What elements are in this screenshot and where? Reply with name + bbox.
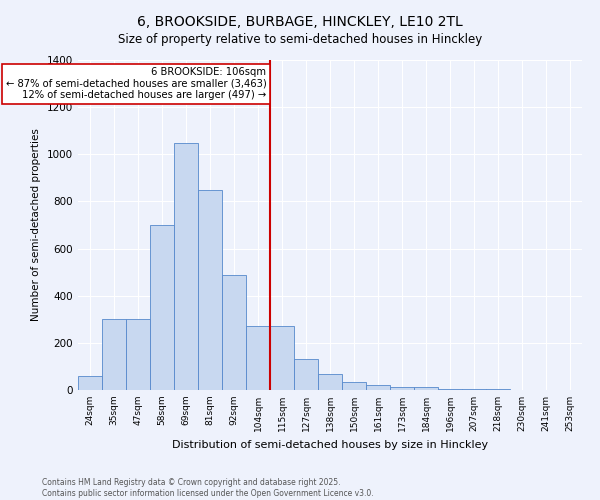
Bar (342, 382, 366, 390)
Bar (318, 374, 342, 390)
Bar (198, 190, 222, 390)
Text: Size of property relative to semi-detached houses in Hinckley: Size of property relative to semi-detach… (118, 32, 482, 46)
Bar (438, 389, 462, 390)
Bar (486, 389, 510, 390)
Bar (78, 376, 102, 390)
Bar (174, 142, 198, 390)
Bar (366, 386, 390, 390)
Text: 6 BROOKSIDE: 106sqm
← 87% of semi-detached houses are smaller (3,463)
12% of sem: 6 BROOKSIDE: 106sqm ← 87% of semi-detach… (5, 67, 266, 100)
Bar (270, 326, 294, 390)
Bar (414, 387, 438, 390)
Bar (150, 225, 174, 390)
Bar (102, 320, 126, 390)
Bar (462, 389, 486, 390)
Bar (246, 326, 270, 390)
Bar (126, 320, 150, 390)
Bar (390, 387, 414, 390)
Bar (222, 274, 246, 390)
Bar (294, 360, 318, 390)
Text: 6, BROOKSIDE, BURBAGE, HINCKLEY, LE10 2TL: 6, BROOKSIDE, BURBAGE, HINCKLEY, LE10 2T… (137, 15, 463, 29)
X-axis label: Distribution of semi-detached houses by size in Hinckley: Distribution of semi-detached houses by … (172, 440, 488, 450)
Text: Contains HM Land Registry data © Crown copyright and database right 2025.
Contai: Contains HM Land Registry data © Crown c… (42, 478, 374, 498)
Y-axis label: Number of semi-detached properties: Number of semi-detached properties (31, 128, 41, 322)
